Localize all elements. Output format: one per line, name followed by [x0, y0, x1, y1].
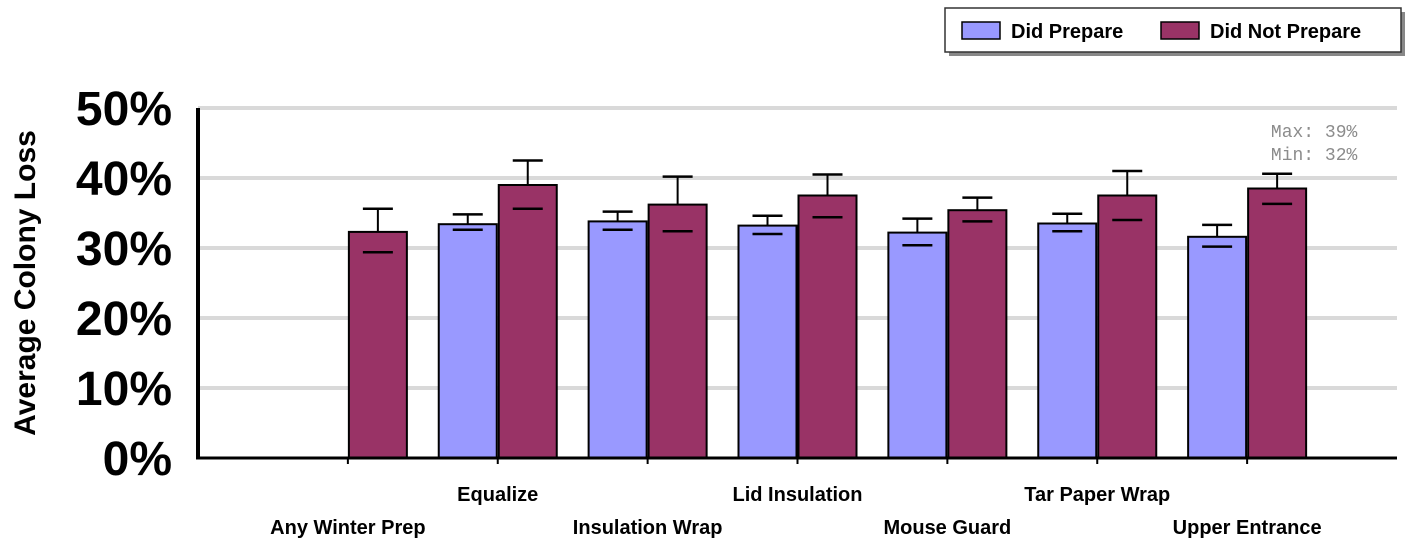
y-axis-title: Average Colony Loss — [9, 130, 42, 436]
bar — [437, 223, 498, 459]
y-tick-label: 10% — [76, 363, 172, 416]
bar — [1037, 222, 1098, 459]
category-label: Lid Insulation — [733, 484, 863, 506]
y-tick-label: 40% — [76, 153, 172, 206]
bars — [347, 184, 1308, 459]
y-tick-labels: 0% 10% 20% 30% 40% 50% — [76, 83, 172, 486]
y-tick-label: 20% — [76, 293, 172, 346]
y-tick-label: 0% — [103, 433, 172, 486]
category-label: Any Winter Prep — [270, 517, 425, 539]
bar — [347, 230, 408, 459]
annotation-line: Min: 32% — [1271, 146, 1358, 166]
category-label: Tar Paper Wrap — [1024, 484, 1170, 506]
bar — [647, 203, 708, 459]
y-tick-label: 50% — [76, 83, 172, 136]
bar — [797, 194, 858, 459]
category-label: Equalize — [457, 484, 538, 506]
error-bars — [362, 159, 1293, 254]
category-label: Insulation Wrap — [573, 517, 723, 539]
annotation-line: Max: 39% — [1271, 123, 1358, 143]
annotation: Max: 39% Min: 32% — [1271, 123, 1358, 166]
bar — [1247, 187, 1308, 459]
bar — [947, 209, 1008, 459]
legend-swatch — [1160, 21, 1200, 40]
bar — [1097, 194, 1158, 459]
bar — [737, 224, 798, 459]
legend-label: Did Prepare — [1011, 21, 1123, 43]
bar — [1187, 235, 1248, 459]
legend-label: Did Not Prepare — [1210, 21, 1361, 43]
y-tick-label: 30% — [76, 223, 172, 276]
bar — [497, 184, 558, 459]
legend-items: Did Prepare Did Not Prepare — [961, 21, 1361, 43]
bar — [887, 231, 948, 459]
legend: Did Prepare Did Not Prepare — [944, 7, 1405, 56]
category-label: Mouse Guard — [883, 517, 1011, 539]
category-labels: Any Winter Prep Equalize Insulation Wrap Li… — [270, 458, 1322, 539]
legend-swatch — [961, 21, 1001, 40]
bar — [587, 220, 648, 459]
category-label: Upper Entrance — [1173, 517, 1322, 539]
